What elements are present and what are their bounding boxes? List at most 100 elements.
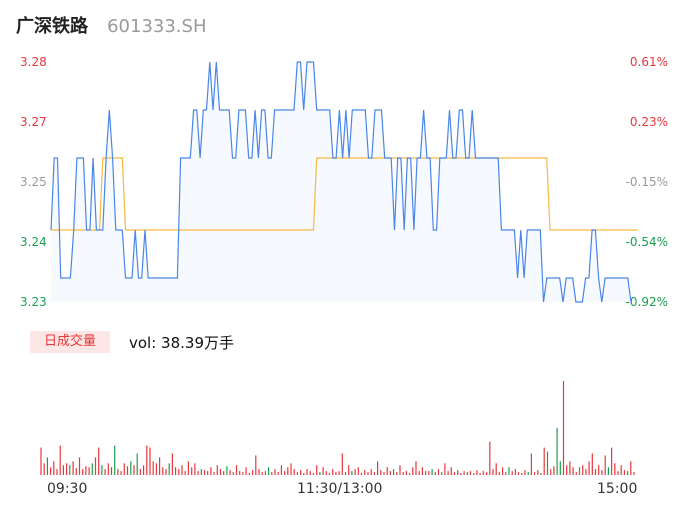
volume-bar [466, 472, 468, 475]
volume-bar [463, 471, 465, 475]
volume-tag: 日成交量 [30, 331, 110, 353]
volume-bar [207, 471, 209, 475]
volume-bar [514, 469, 516, 475]
volume-bar [229, 470, 231, 475]
volume-bar [239, 471, 241, 475]
volume-bar [380, 470, 382, 475]
volume-bar [479, 473, 481, 475]
volume-bar [56, 469, 58, 475]
volume-bar [569, 461, 571, 475]
volume-bar [338, 471, 340, 475]
volume-bar [72, 461, 74, 475]
volume-bar [117, 469, 119, 475]
volume-bar [242, 472, 244, 475]
volume-bar [357, 467, 359, 475]
stock-code: 601333.SH [107, 16, 207, 37]
volume-bar [309, 471, 311, 475]
volume-bar [223, 471, 225, 475]
volume-bar [546, 451, 549, 475]
volume-bar [450, 467, 452, 475]
volume-bar [325, 471, 327, 475]
volume-bar [213, 472, 215, 475]
volume-bar [91, 463, 93, 476]
volume-bar [303, 473, 305, 475]
volume-bar [607, 467, 609, 475]
volume-bar [296, 472, 298, 475]
y-tick-left: 3.28 [20, 55, 47, 69]
volume-bar [428, 471, 430, 475]
volume-bar [139, 469, 141, 475]
volume-bar [252, 470, 254, 475]
volume-bar [598, 465, 600, 475]
volume-bar [370, 469, 372, 475]
volume-bar [226, 466, 228, 475]
volume-bar [486, 472, 488, 475]
y-tick-right: -0.92% [625, 295, 668, 309]
volume-bar [399, 465, 401, 475]
volume-bar [502, 467, 504, 475]
volume-bar [155, 463, 157, 476]
volume-bar [389, 471, 391, 475]
volume-bar [235, 465, 238, 475]
volume-bar [524, 470, 526, 475]
y-tick-right: 0.61% [629, 55, 668, 69]
volume-bar [306, 469, 308, 475]
volume-bar [277, 472, 279, 475]
volume-bar [364, 470, 366, 475]
volume-bar [431, 469, 433, 475]
volume-bar [575, 472, 577, 475]
average-price-line [51, 157, 638, 231]
volume-bar [457, 470, 459, 475]
volume-bar [572, 467, 574, 475]
volume-bar [168, 463, 170, 476]
volume-bar [521, 473, 523, 475]
volume-bar [82, 469, 84, 475]
volume-bar [482, 471, 484, 475]
volume-bar [322, 467, 324, 475]
volume-bar [611, 447, 613, 475]
volume-bar [200, 469, 202, 475]
y-tick-left: 3.25 [20, 175, 47, 189]
volume-bar [332, 469, 334, 475]
volume-bar [184, 471, 186, 475]
volume-bar [556, 428, 558, 475]
volume-bar [543, 447, 545, 475]
volume-bar [123, 463, 125, 476]
volume-bar [98, 447, 100, 475]
volume-bar [594, 469, 597, 475]
volume-bar [53, 461, 55, 475]
volume-bar [623, 470, 625, 475]
volume-bar [489, 441, 491, 475]
volume-bar [159, 457, 161, 475]
volume-bar [393, 469, 395, 475]
volume-bar [447, 471, 449, 475]
volume-bar [69, 465, 71, 475]
volume-bar [316, 465, 318, 475]
volume-bar [473, 473, 475, 475]
volume-bar [287, 467, 289, 475]
volume-bar [633, 472, 635, 475]
volume-bar [495, 463, 497, 476]
volume-bar [219, 469, 222, 475]
volume-bar [101, 465, 103, 475]
volume-bar [120, 471, 122, 475]
volume-bar [460, 473, 462, 475]
volume-bar [210, 467, 212, 475]
stock-name: 广深铁路 [16, 16, 88, 37]
volume-bar [50, 467, 52, 475]
volume-bar [191, 467, 193, 475]
volume-bar [425, 471, 427, 475]
volume-bar [437, 469, 440, 475]
volume-bar [537, 470, 539, 475]
volume-bar [434, 472, 436, 475]
volume-bar [94, 457, 97, 475]
volume-bar [409, 473, 411, 475]
volume-bar [441, 472, 443, 475]
y-tick-left: 3.27 [20, 115, 47, 129]
volume-bar [498, 472, 500, 475]
volume-bar [59, 445, 61, 475]
y-tick-right: -0.54% [625, 235, 668, 249]
volume-bar [373, 472, 375, 475]
volume-bar [492, 469, 494, 475]
